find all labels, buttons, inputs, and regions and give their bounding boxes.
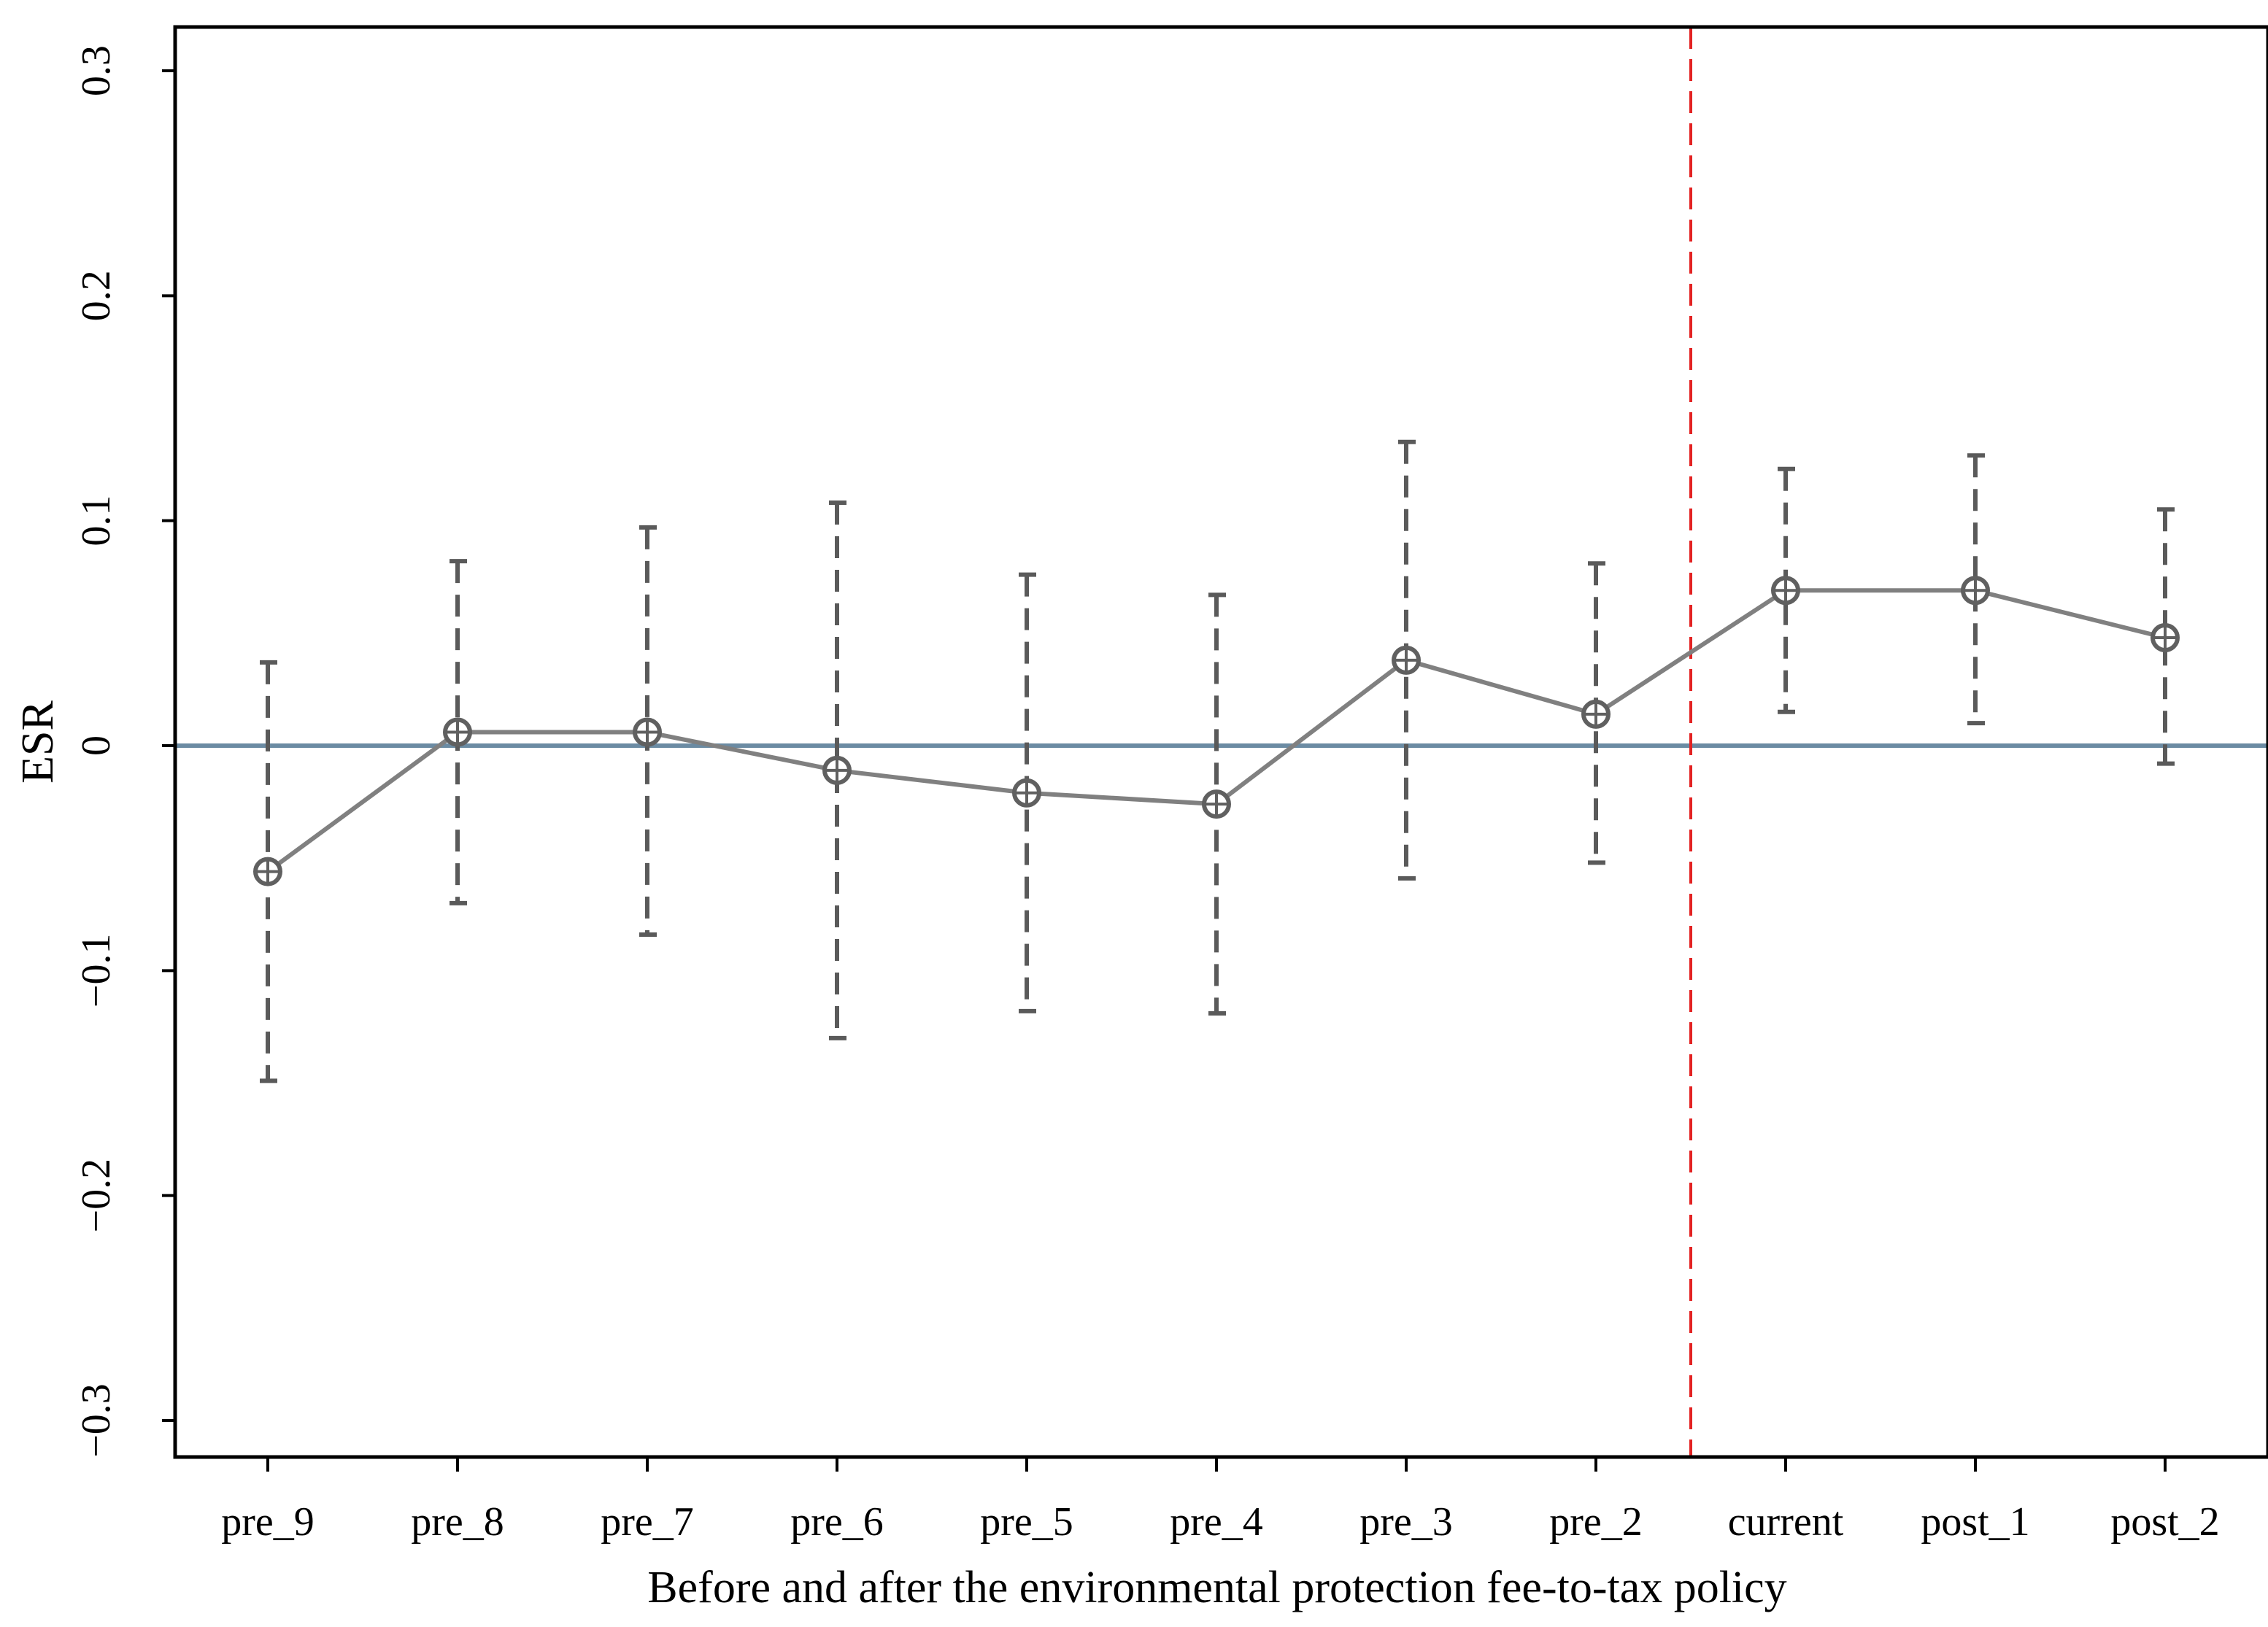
y-tick-label: −0.3 [74, 1383, 119, 1458]
x-tick-label: pre_8 [411, 1499, 504, 1545]
y-axis-label: ESR [13, 700, 63, 784]
y-tick-label: 0 [74, 735, 119, 756]
x-tick-label: pre_9 [221, 1499, 315, 1545]
x-tick-label: pre_3 [1359, 1499, 1453, 1545]
confidence-intervals [260, 439, 2175, 1083]
axes [173, 25, 2268, 1459]
y-axis-ticks: −0.3 −0.2 −0.1 0 0.1 0.2 0.3 [74, 45, 175, 1458]
y-tick-label: 0.2 [74, 270, 119, 321]
x-tick-label: current [1728, 1499, 1844, 1545]
point-current [1771, 576, 1800, 606]
x-tick-label: post_1 [1921, 1499, 2029, 1545]
point-pre_4 [1202, 789, 1231, 819]
ci-pre_6 [829, 501, 846, 1040]
x-axis-ticks: pre_9 pre_8 pre_7 pre_6 pre_5 pre_4 pre_3 pre_2… [221, 1457, 2220, 1545]
point-pre_9 [253, 857, 282, 886]
x-tick-label: pre_6 [790, 1499, 884, 1545]
point-pre_6 [822, 755, 852, 785]
y-tick-label: 0.3 [74, 45, 119, 96]
point-post_2 [2151, 623, 2180, 652]
point-post_1 [1961, 576, 1990, 606]
ci-post_2 [2157, 507, 2175, 766]
x-tick-label: pre_4 [1170, 1499, 1263, 1545]
point-pre_7 [633, 717, 662, 747]
ci-post_1 [1967, 453, 1985, 726]
y-tick-label: −0.2 [74, 1159, 119, 1233]
y-tick-label: −0.1 [74, 934, 119, 1008]
x-tick-label: pre_7 [601, 1499, 694, 1545]
point-pre_8 [443, 717, 472, 747]
x-tick-label: pre_5 [980, 1499, 1073, 1545]
coefficient-markers [253, 576, 2180, 886]
point-pre_5 [1012, 778, 1041, 808]
x-axis-label: Before and after the environmental prote… [647, 1563, 1786, 1612]
x-tick-label: post_2 [2110, 1499, 2219, 1545]
point-pre_2 [1581, 699, 1611, 729]
y-tick-label: 0.1 [74, 495, 119, 546]
point-pre_3 [1392, 645, 1421, 675]
x-tick-label: pre_2 [1549, 1499, 1643, 1545]
plot-frame [173, 25, 2268, 1459]
